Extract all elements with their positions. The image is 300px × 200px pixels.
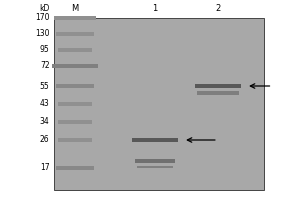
Bar — [132, 138, 178, 142]
Bar — [197, 91, 239, 95]
Text: 55: 55 — [40, 82, 50, 90]
Bar — [56, 166, 94, 170]
Bar — [195, 84, 241, 88]
Text: 170: 170 — [35, 14, 50, 22]
Text: 43: 43 — [40, 99, 50, 108]
Text: 34: 34 — [40, 117, 50, 127]
Text: 26: 26 — [40, 136, 50, 144]
Text: 2: 2 — [215, 4, 220, 13]
Bar — [58, 48, 92, 52]
Bar — [58, 138, 92, 142]
Bar — [54, 16, 96, 20]
Bar — [135, 159, 175, 163]
Bar — [56, 84, 94, 88]
Bar — [52, 64, 98, 68]
Text: 1: 1 — [152, 4, 158, 13]
Bar — [58, 102, 92, 106]
Bar — [137, 166, 173, 168]
Text: kD: kD — [39, 4, 50, 13]
Text: 130: 130 — [35, 29, 50, 38]
Bar — [58, 120, 92, 124]
Bar — [54, 18, 264, 190]
Bar — [56, 32, 94, 36]
Text: 17: 17 — [40, 164, 50, 172]
Text: 72: 72 — [40, 62, 50, 71]
Text: 95: 95 — [40, 46, 50, 54]
Text: M: M — [71, 4, 79, 13]
